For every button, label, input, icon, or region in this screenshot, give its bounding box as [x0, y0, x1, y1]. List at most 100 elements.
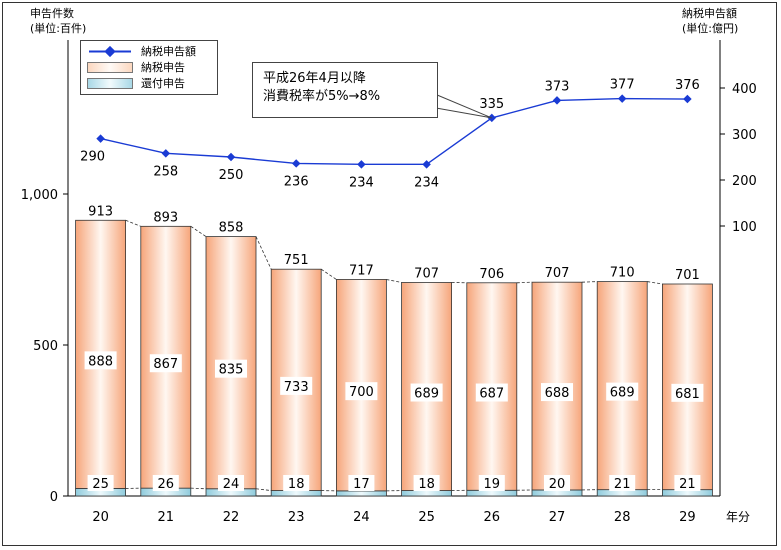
x-tick-label: 25	[418, 510, 435, 525]
legend-line-swatch	[89, 45, 131, 58]
tax-label-bg	[606, 382, 639, 401]
tax-amount-point	[617, 94, 627, 103]
total-connector	[581, 281, 598, 283]
tax-label-bg	[215, 359, 247, 378]
tax-amount-label: 234	[414, 175, 439, 190]
tax-amount-point	[683, 94, 692, 104]
total-connector	[320, 268, 337, 280]
legend-label-tax: 納税申告	[141, 61, 185, 74]
tax-amount-point	[422, 160, 431, 169]
bar-refund-label: 19	[484, 477, 501, 492]
tax-label-bg	[84, 351, 117, 370]
annotation-line2: 消費税率が5%→8%	[263, 89, 381, 104]
tax-amount-line	[100, 97, 688, 166]
bar-refund-label: 21	[679, 477, 696, 492]
x-tick-label: 27	[549, 510, 566, 525]
refund-label-bg	[609, 475, 636, 491]
left-tick-label: 1,000	[21, 188, 58, 203]
bar-refund-label: 17	[353, 477, 370, 492]
bar-refund-label: 24	[223, 477, 240, 492]
x-tick-label: 24	[353, 510, 370, 525]
refund-label-bg	[478, 475, 505, 491]
tax-amount-label: 377	[610, 78, 635, 93]
x-tick-label: 22	[223, 510, 240, 525]
x-tick-label: 26	[484, 510, 501, 525]
bar-tax-label: 835	[219, 363, 244, 378]
bar-refund-label: 25	[92, 477, 109, 492]
tax-label-bg	[149, 354, 182, 373]
bar-refund-label: 18	[288, 477, 305, 492]
bar-total-label: 710	[610, 266, 635, 281]
tax-amount-point	[161, 149, 171, 158]
bar-total-label: 707	[414, 266, 439, 281]
bar-tax-label: 689	[414, 387, 439, 402]
tax-amount-label: 290	[80, 150, 105, 165]
total-connector	[386, 279, 402, 283]
left-axis-title-line1: 申告件数	[30, 7, 74, 20]
right-axis-title-line2: (単位:億円)	[682, 22, 739, 35]
bar-tax-label: 681	[675, 387, 700, 402]
x-tick-label: 20	[92, 510, 109, 525]
bar-tax-label: 867	[153, 357, 178, 372]
tax-amount-point	[291, 159, 301, 168]
bar-refund-label: 26	[158, 477, 175, 492]
tax-label-bg	[541, 383, 573, 402]
bar-total-label: 707	[545, 266, 570, 281]
bar-total-label: 701	[675, 268, 700, 283]
tax-amount-label: 234	[349, 175, 374, 190]
tax-label-bg	[280, 376, 313, 395]
refund-label-bg	[348, 475, 375, 491]
bar-total-label: 893	[153, 210, 178, 225]
bar-refund-label: 20	[549, 477, 566, 492]
annotation-callout: 平成26年4月以降 消費税率が5%→8%	[252, 62, 438, 118]
bar-tax-label: 689	[610, 386, 635, 401]
right-tick-label: 400	[732, 82, 757, 97]
tax-amount-point	[552, 96, 562, 105]
total-connector	[255, 236, 272, 270]
refund-label-bg	[544, 475, 570, 491]
legend-tax-swatch	[87, 62, 133, 73]
right-axis-title: 納税申告額 (単位:億円)	[682, 6, 738, 36]
tax-label-bg	[671, 383, 704, 402]
tax-label-bg	[475, 383, 508, 402]
tax-amount-point	[226, 152, 236, 162]
x-tick-label: 28	[614, 510, 631, 525]
refund-connector	[190, 487, 207, 490]
left-axis-title: 申告件数 (単位:百件)	[30, 6, 86, 36]
right-tick-label: 100	[732, 220, 757, 235]
refund-label-bg	[283, 475, 310, 491]
refund-label-bg	[87, 475, 114, 491]
bar-refund-label: 18	[418, 477, 435, 492]
right-tick-label: 200	[732, 174, 757, 189]
right-axis-title-line1: 納税申告額	[682, 7, 737, 20]
refund-label-bg	[674, 475, 701, 491]
annotation-line1: 平成26年4月以降	[263, 71, 366, 86]
x-tick-label: 23	[288, 510, 305, 525]
tax-label-bg	[410, 383, 443, 402]
legend-label-refund: 還付申告	[141, 77, 185, 90]
tax-amount-label: 373	[545, 79, 570, 94]
left-tick-label: 0	[50, 490, 58, 505]
total-connector	[125, 219, 141, 227]
bar-refund-label: 21	[614, 477, 631, 492]
bar-tax-label: 700	[349, 385, 374, 400]
right-tick-label: 300	[732, 128, 757, 143]
legend: 納税申告額 納税申告 還付申告	[80, 40, 218, 95]
tax-amount-label: 258	[153, 164, 178, 179]
bar-total-label: 913	[88, 204, 113, 219]
bar-total-label: 751	[284, 253, 309, 268]
tax-amount-label: 250	[219, 168, 244, 183]
bar-total-label: 858	[219, 221, 244, 236]
bar-total-label: 717	[349, 263, 374, 278]
x-tick-label: 21	[158, 510, 175, 525]
tax-amount-label: 335	[479, 97, 504, 112]
tax-amount-point	[96, 134, 105, 143]
annotation-pointer	[429, 91, 492, 119]
bar-tax-label: 733	[284, 380, 309, 395]
tax-amount-label: 236	[284, 174, 309, 189]
refund-label-bg	[152, 475, 179, 491]
total-connector	[190, 225, 207, 237]
x-tick-label: 29	[679, 510, 696, 525]
bar-total-label: 706	[479, 267, 504, 282]
